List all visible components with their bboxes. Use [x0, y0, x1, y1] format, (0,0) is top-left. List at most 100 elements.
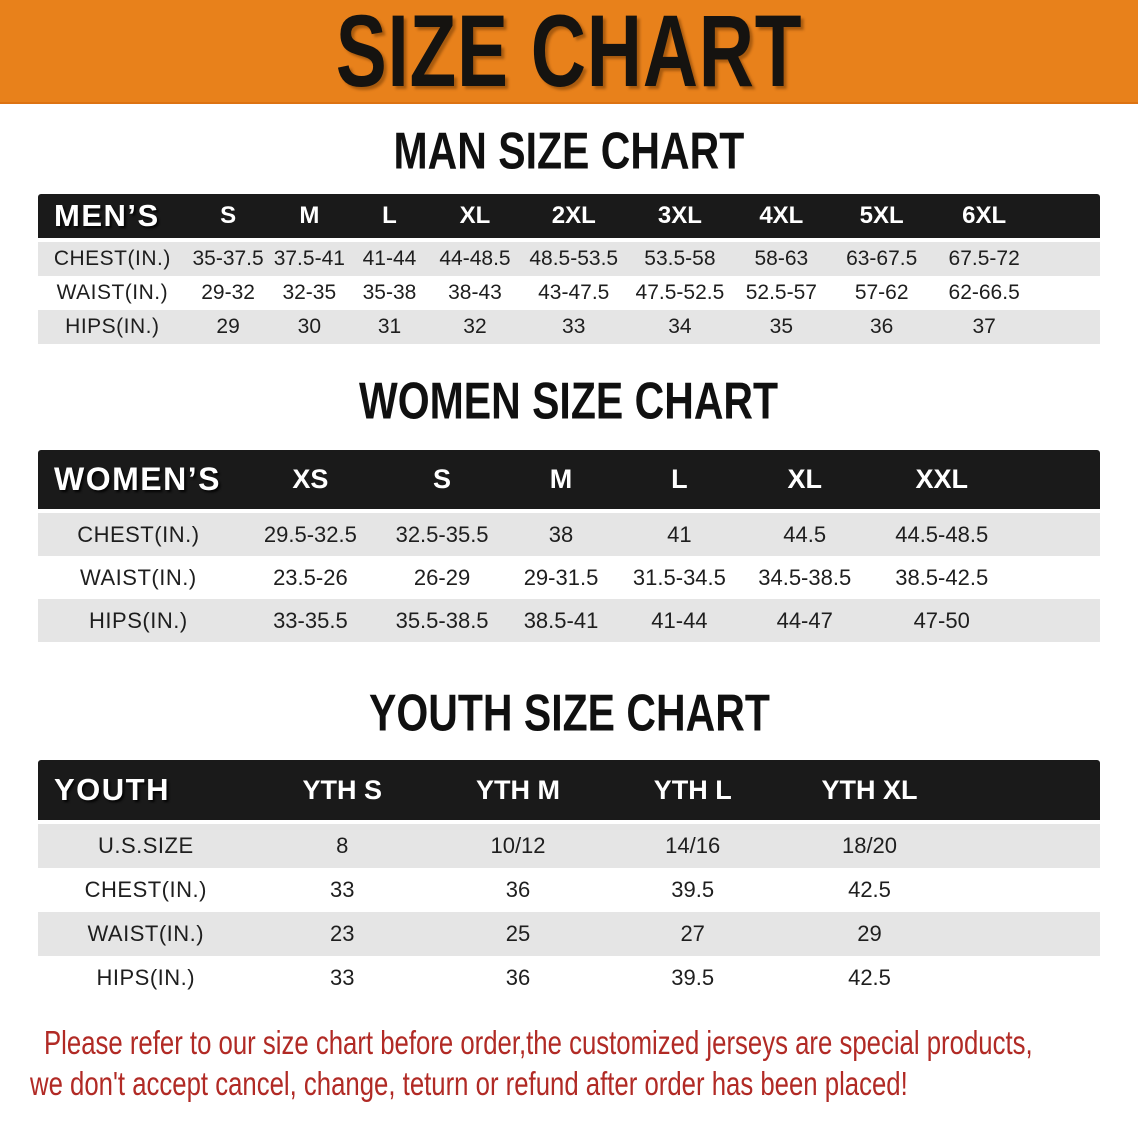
measurement-row: U.S.SIZE 8 10/12 14/16 18/20	[38, 824, 1100, 868]
size-value-cell: 27	[680, 921, 705, 946]
men-section: MAN SIZE CHART MEN’S S M L XL 2XL 3XL 4XL 5XL 6XL…	[0, 104, 1138, 344]
size-column-header: XS	[238, 450, 383, 513]
size-value-cell: 18/20	[841, 833, 898, 858]
size-column-header: YTH M	[430, 760, 606, 824]
size-value-cell: 33	[330, 965, 355, 990]
size-column-header: XL	[738, 450, 871, 513]
size-value-cell: 31.5-34.5	[632, 564, 726, 590]
size-value-cell: 44.5	[783, 521, 827, 547]
size-value-cell: 43-47.5	[538, 281, 610, 304]
size-column-header: 2XL	[520, 194, 628, 242]
size-value-cell: 41-44	[362, 247, 417, 270]
measurement-row: CHEST(IN.) 29.5-32.5 32.5-35.5 38 41 44.5 44.5…	[38, 513, 1100, 556]
size-value-cell: 44-47	[776, 607, 833, 633]
youth-section-heading-text: YOUTH SIZE CHART	[368, 683, 770, 743]
table-header-row: MEN’S S M L XL 2XL 3XL 4XL 5XL 6XL	[38, 194, 1100, 242]
size-value-cell: 37	[972, 315, 996, 338]
men-size-table: MEN’S S M L XL 2XL 3XL 4XL 5XL 6XL CHEST(IN.) 35-37…	[38, 194, 1100, 344]
size-column-header: 5XL	[830, 194, 934, 242]
measurement-row: CHEST(IN.) 33 36 39.5 42.5	[38, 868, 1100, 912]
header-filler-cell	[1035, 194, 1100, 242]
measurement-row: HIPS(IN.) 33-35.5 35.5-38.5 38.5-41 41-44 44-…	[38, 599, 1100, 642]
table-title-cell: YOUTH	[38, 760, 254, 824]
row-label: WAIST(IN.)	[56, 281, 169, 304]
size-value-cell: 32-35	[282, 281, 337, 304]
size-value-cell: 52.5-57	[745, 281, 817, 304]
size-column-header: YTH L	[605, 760, 781, 824]
size-value-cell: 30	[297, 315, 321, 338]
header-filler-cell	[958, 760, 1100, 824]
size-value-cell: 36	[870, 315, 894, 338]
size-value-cell: 29-32	[201, 281, 255, 304]
size-value-cell: 25	[505, 921, 531, 946]
size-value-cell: 39.5	[671, 965, 715, 990]
size-value-cell: 44-48.5	[439, 247, 511, 270]
row-filler-cell	[1035, 310, 1100, 344]
size-value-cell: 29.5-32.5	[263, 521, 357, 547]
measurement-row: HIPS(IN.) 29 30 31 32 33 34 35 36 37	[38, 310, 1100, 344]
size-column-header: XL	[429, 194, 521, 242]
table-title-cell: WOMEN’S	[38, 450, 239, 513]
size-value-cell: 23.5-26	[273, 564, 348, 590]
size-value-cell: 35.5-38.5	[395, 607, 489, 633]
size-chart-page: SIZE CHART MAN SIZE CHART MEN’S S M L XL 2XL 3…	[0, 0, 1138, 1105]
size-value-cell: 33-35.5	[273, 607, 348, 633]
table-title-cell: MEN’S	[38, 194, 187, 242]
size-value-cell: 44.5-48.5	[895, 521, 989, 547]
size-value-cell: 32	[463, 315, 487, 338]
disclaimer: Please refer to our size chart before or…	[0, 1022, 1138, 1105]
women-section-heading-text: WOMEN SIZE CHART	[359, 371, 779, 431]
row-filler-cell	[1035, 242, 1100, 276]
row-label: U.S.SIZE	[97, 833, 194, 858]
size-value-cell: 29	[216, 315, 240, 338]
size-column-header: M	[502, 450, 620, 513]
row-label: HIPS(IN.)	[96, 965, 196, 990]
size-value-cell: 10/12	[490, 833, 546, 858]
size-value-cell: 34.5-38.5	[758, 564, 852, 590]
youth-size-table: YOUTH YTH S YTH M YTH L YTH XL U.S.SIZE 8 10/12…	[38, 760, 1100, 1000]
size-value-cell: 38.5-41	[523, 607, 599, 633]
measurement-row: WAIST(IN.) 23 25 27 29	[38, 912, 1100, 956]
size-column-header: 6XL	[933, 194, 1036, 242]
size-value-cell: 42.5	[848, 965, 891, 990]
size-column-header: YTH XL	[780, 760, 959, 824]
size-value-cell: 23	[330, 921, 355, 946]
size-column-header: S	[186, 194, 270, 242]
size-value-cell: 57-62	[854, 281, 909, 304]
banner: SIZE CHART	[0, 0, 1138, 104]
size-column-header: S	[382, 450, 503, 513]
size-value-cell: 58-63	[754, 247, 809, 270]
size-value-cell: 62-66.5	[948, 281, 1020, 304]
size-value-cell: 38	[548, 521, 574, 547]
size-value-cell: 35-37.5	[192, 247, 264, 270]
row-label: CHEST(IN.)	[84, 877, 207, 902]
size-value-cell: 37.5-41	[273, 247, 345, 270]
youth-section: YOUTH SIZE CHART YOUTH YTH S YTH M YTH L YTH…	[0, 642, 1138, 1000]
row-label: HIPS(IN.)	[65, 315, 160, 338]
size-value-cell: 33	[330, 877, 355, 902]
row-filler-cell	[959, 824, 1100, 868]
size-value-cell: 35-38	[362, 281, 417, 304]
row-label: CHEST(IN.)	[77, 521, 200, 547]
row-filler-cell	[959, 956, 1100, 1000]
size-value-cell: 63-67.5	[846, 247, 918, 270]
size-value-cell: 39.5	[671, 877, 715, 902]
header-filler-cell	[1012, 450, 1100, 513]
size-value-cell: 41-44	[651, 607, 708, 633]
size-value-cell: 29	[857, 921, 882, 946]
row-label: HIPS(IN.)	[89, 607, 188, 633]
measurement-row: WAIST(IN.) 23.5-26 26-29 29-31.5 31.5-34.5 34…	[38, 556, 1100, 599]
size-value-cell: 53.5-58	[644, 247, 716, 270]
row-label: WAIST(IN.)	[80, 564, 197, 590]
table-header-row: YOUTH YTH S YTH M YTH L YTH XL	[38, 760, 1100, 824]
disclaimer-line-1: Please refer to our size chart before or…	[44, 1024, 1033, 1061]
measurement-row: HIPS(IN.) 33 36 39.5 42.5	[38, 956, 1100, 1000]
size-value-cell: 29-31.5	[523, 564, 599, 590]
row-label: WAIST(IN.)	[87, 921, 205, 946]
size-value-cell: 26-29	[413, 564, 471, 590]
size-value-cell: 31	[377, 315, 402, 338]
row-filler-cell	[959, 868, 1100, 912]
size-value-cell: 41	[667, 521, 692, 547]
women-size-table: WOMEN’S XS S M L XL XXL CHEST(IN.) 29.5-32.5 32.5…	[38, 450, 1100, 642]
table-header-row: WOMEN’S XS S M L XL XXL	[38, 450, 1100, 513]
